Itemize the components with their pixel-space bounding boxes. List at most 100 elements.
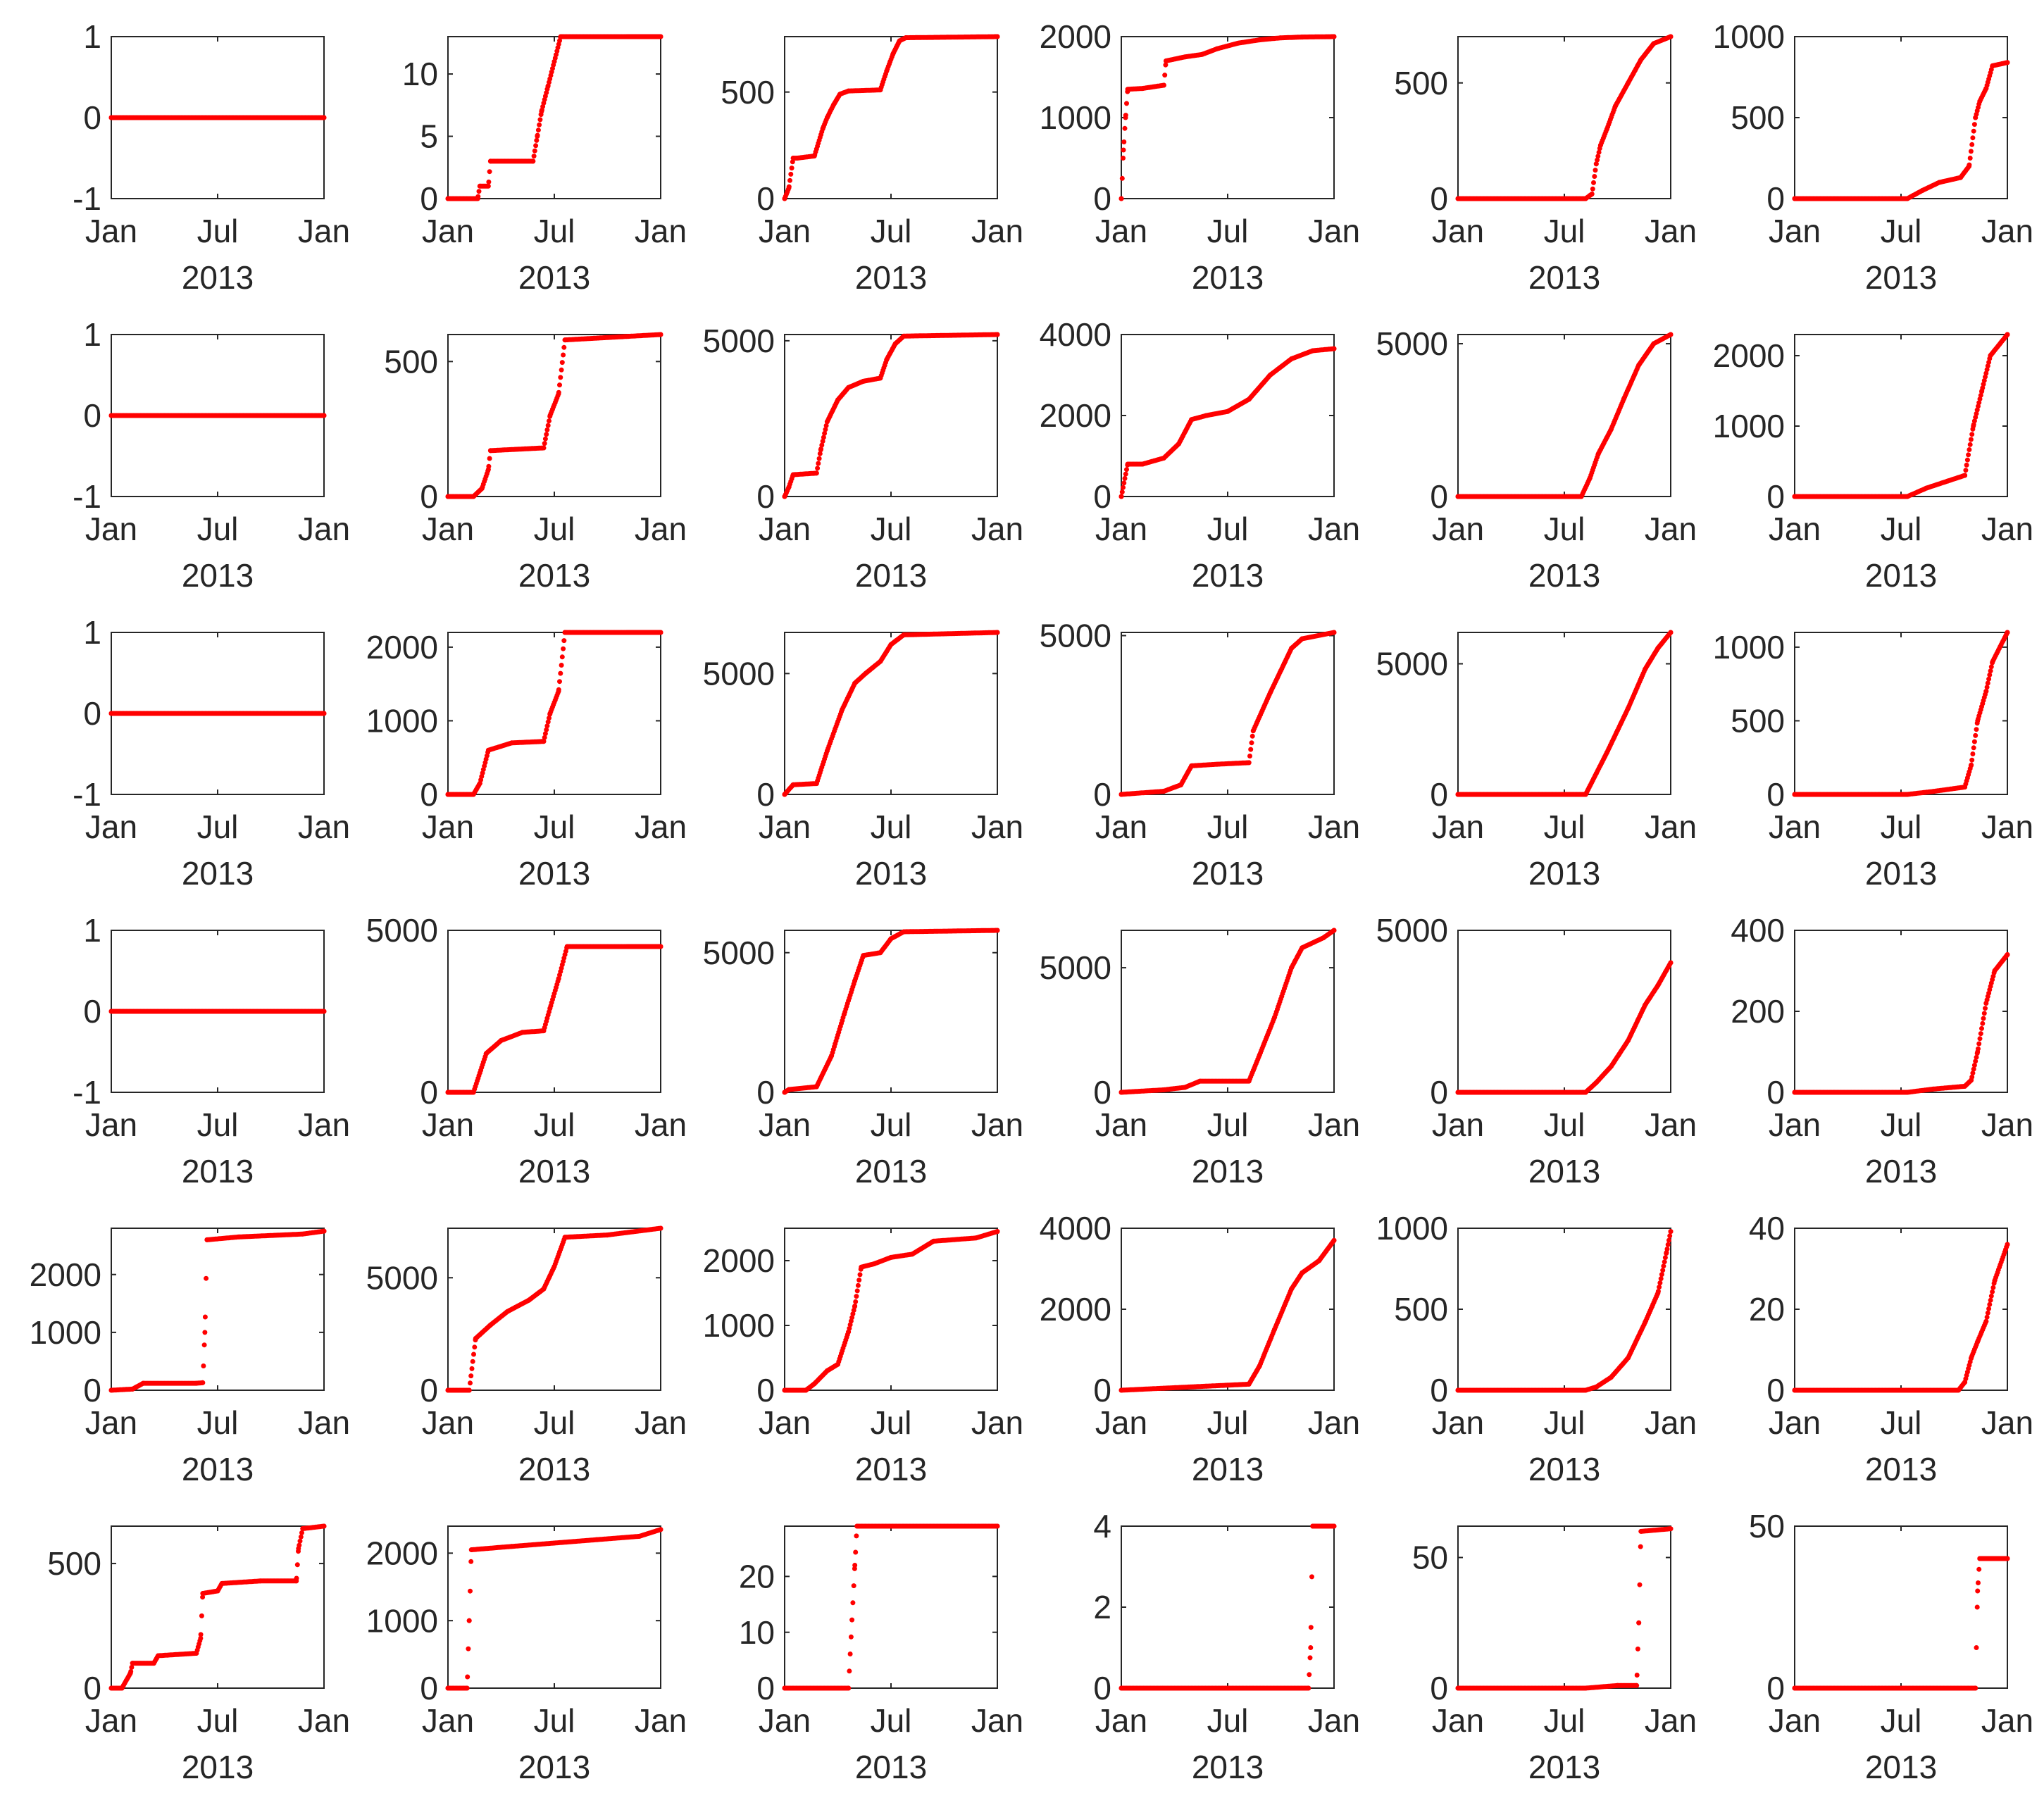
data-series	[782, 34, 1000, 201]
data-point	[1990, 659, 1995, 665]
y-tick-label: 0	[756, 478, 775, 515]
data-point	[901, 333, 906, 339]
y-tick-label: -1	[73, 180, 101, 217]
y-tick-label: 4000	[1040, 316, 1111, 353]
x-year-label: 2013	[182, 855, 254, 892]
data-point	[820, 125, 825, 131]
data-point	[108, 711, 114, 716]
data-point	[558, 34, 563, 39]
data-point	[2005, 60, 2010, 65]
y-tick-label: 5000	[1376, 912, 1448, 949]
x-year-label: 2013	[1865, 557, 1937, 594]
data-point	[487, 158, 493, 164]
data-point	[541, 1028, 547, 1034]
data-point	[786, 1087, 792, 1092]
x-tick-label: Jan	[298, 809, 350, 845]
data-point	[1289, 1286, 1295, 1292]
x-tick-label: Jul	[534, 1702, 575, 1739]
data-point	[930, 1238, 936, 1244]
data-point	[1969, 1355, 1974, 1361]
data-point	[547, 413, 553, 418]
subplot-r4-c3: 0 5000 Jan Jul Jan 2013	[703, 928, 1023, 1190]
data-point	[818, 447, 823, 453]
data-point	[1300, 1270, 1305, 1275]
y-tick-label: 0	[83, 397, 101, 434]
x-tick-label: Jul	[197, 1702, 239, 1739]
y-tick-label: 2	[1093, 1589, 1111, 1625]
x-tick-label: Jan	[1095, 1404, 1147, 1441]
data-point	[901, 929, 906, 935]
data-point	[1792, 1090, 1797, 1095]
y-tick-label: 1	[83, 614, 101, 651]
data-point	[556, 689, 561, 694]
data-point	[2005, 1556, 2010, 1561]
data-point	[445, 494, 451, 499]
data-point	[1161, 82, 1166, 88]
data-point	[884, 356, 890, 362]
data-point	[1204, 413, 1209, 418]
data-series	[782, 630, 1000, 797]
data-point	[878, 658, 883, 664]
y-tick-label: 50	[1749, 1508, 1785, 1544]
y-tick-label: 40	[1749, 1210, 1785, 1247]
x-tick-label: Jul	[1544, 213, 1585, 249]
y-tick-label: 0	[83, 695, 101, 732]
x-year-label: 2013	[1528, 557, 1600, 594]
y-tick-label: 20	[739, 1558, 775, 1594]
data-series	[108, 711, 327, 716]
data-series	[1792, 1556, 2010, 1691]
data-point	[1308, 1645, 1314, 1650]
data-point	[1930, 1086, 1936, 1092]
data-point	[1455, 1685, 1461, 1691]
data-point	[903, 35, 909, 41]
data-point	[1973, 1685, 1978, 1691]
y-tick-label: 2000	[30, 1256, 101, 1293]
x-year-label: 2013	[855, 1451, 927, 1487]
data-point	[884, 68, 890, 73]
data-point	[108, 413, 114, 418]
y-tick-label: 0	[420, 478, 438, 515]
data-point	[1455, 1387, 1461, 1393]
x-tick-label: Jan	[759, 1404, 811, 1441]
data-point	[1246, 1381, 1252, 1387]
data-point	[1958, 175, 1964, 180]
data-point	[846, 88, 852, 94]
data-series	[782, 928, 1000, 1095]
data-point	[1651, 341, 1657, 347]
y-tick-label: 1	[83, 912, 101, 949]
y-tick-label: 0	[756, 1074, 775, 1111]
data-point	[1214, 761, 1220, 767]
y-tick-label: 0	[756, 776, 775, 813]
data-point	[786, 185, 792, 191]
x-tick-label: Jan	[85, 1702, 137, 1739]
data-point	[1792, 1685, 1797, 1691]
x-tick-label: Jan	[422, 511, 474, 547]
data-point	[852, 680, 858, 686]
data-point	[790, 156, 796, 161]
data-point	[464, 1685, 470, 1691]
data-point	[509, 740, 515, 746]
y-tick-label: 500	[1731, 99, 1785, 136]
data-point	[445, 1090, 451, 1095]
subplot-r5-c3: 0 1000 2000 Jan Jul Jan 2013	[703, 1228, 1023, 1487]
x-tick-label: Jan	[298, 213, 350, 249]
data-point	[1668, 630, 1674, 635]
data-point	[198, 1635, 204, 1641]
x-tick-label: Jan	[1981, 1702, 2033, 1739]
plot-frame	[111, 1228, 325, 1391]
data-series	[1792, 332, 2010, 499]
x-tick-label: Jul	[197, 1404, 239, 1441]
data-point	[852, 978, 858, 983]
data-point	[842, 1011, 847, 1017]
data-point	[1664, 1250, 1669, 1255]
y-tick-label: 1000	[30, 1314, 101, 1351]
data-point	[1668, 1229, 1674, 1235]
x-tick-label: Jul	[1207, 511, 1249, 547]
x-tick-label: Jan	[1769, 213, 1821, 249]
y-tick-label: 5000	[366, 1259, 438, 1296]
plot-frame	[784, 1228, 998, 1391]
data-series	[108, 1009, 327, 1014]
subplot-r5-c5: 0 500 1000 Jan Jul Jan 2013	[1376, 1210, 1697, 1487]
data-point	[861, 378, 866, 384]
data-point	[658, 1225, 663, 1231]
